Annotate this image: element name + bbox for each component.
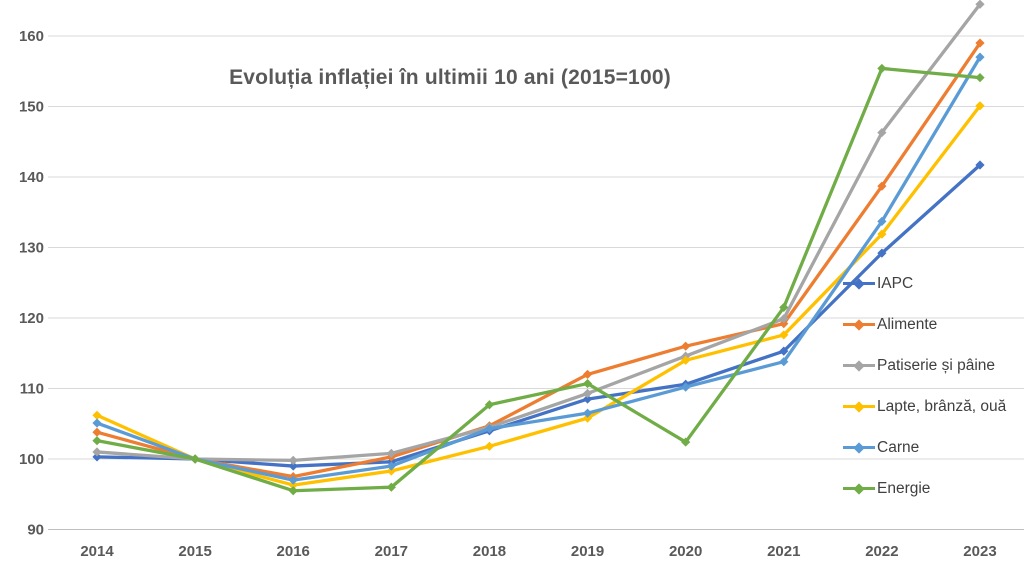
x-tick-label: 2023 <box>963 543 996 560</box>
x-tick-label: 2017 <box>375 543 408 560</box>
data-point-marker <box>92 418 102 428</box>
data-point-marker <box>779 302 789 313</box>
data-point-marker <box>975 0 985 9</box>
data-point-marker <box>92 427 102 437</box>
legend-swatch-patiserie <box>843 359 875 372</box>
series-line-iapc <box>95 163 982 468</box>
data-point-marker <box>288 455 298 466</box>
data-point-marker <box>975 38 985 48</box>
legend-label-lapte: Lapte, brânză, ouă <box>877 397 1007 415</box>
data-point-marker <box>288 486 298 496</box>
data-point-marker <box>190 454 200 464</box>
y-tick-label: 160 <box>19 28 44 45</box>
legend-swatch-lapte <box>843 400 875 413</box>
series-line-alimente <box>95 41 982 479</box>
x-tick-label: 2018 <box>473 543 506 560</box>
x-tick-label: 2016 <box>277 543 310 560</box>
data-point-marker <box>877 127 887 138</box>
legend-item-energie: Energie <box>843 468 1024 509</box>
x-tick-label: 2021 <box>767 543 800 560</box>
y-tick-label: 100 <box>19 451 44 468</box>
y-tick-label: 130 <box>19 240 44 257</box>
data-point-marker <box>779 330 789 340</box>
legend-label-carne: Carne <box>877 438 920 456</box>
y-tick-label: 90 <box>27 522 44 539</box>
data-point-marker <box>386 448 396 458</box>
data-point-marker <box>877 216 887 227</box>
legend-item-carne: Carne <box>843 427 1024 468</box>
data-point-marker <box>779 314 789 324</box>
x-tick-label: 2022 <box>865 543 898 560</box>
legend-label-alimente: Alimente <box>877 315 938 333</box>
data-point-marker <box>681 341 691 351</box>
data-point-marker <box>386 466 396 476</box>
legend-swatch-iapc <box>843 277 875 290</box>
legend: IAPC Alimente Patiserie și pâine Lapte, … <box>843 263 1024 509</box>
data-point-marker <box>681 437 691 447</box>
chart-title: Evoluția inflației în ultimii 10 ani (20… <box>229 66 671 89</box>
y-tick-label: 150 <box>19 99 44 116</box>
series-line-carne <box>95 55 982 482</box>
data-point-marker <box>877 181 887 191</box>
x-tick-label: 2020 <box>669 543 702 560</box>
data-point-marker <box>877 248 887 258</box>
data-point-marker <box>582 378 593 389</box>
data-point-marker <box>779 319 789 329</box>
data-point-marker <box>484 400 495 410</box>
x-axis-labels: 2014 2015 2016 2017 2018 2019 2020 2021 2022 2023 <box>80 543 996 560</box>
x-tick-label: 2015 <box>178 543 211 560</box>
legend-item-iapc: IAPC <box>843 263 1024 304</box>
data-point-marker <box>92 447 102 457</box>
legend-label-patiserie: Patiserie și pâine <box>877 356 996 374</box>
data-point-marker <box>288 475 298 485</box>
y-tick-label: 140 <box>19 169 44 186</box>
x-tick-label: 2019 <box>571 543 604 560</box>
series-lines <box>92 0 985 496</box>
legend-swatch-carne <box>843 441 875 454</box>
data-point-marker <box>582 413 593 423</box>
data-point-marker <box>877 63 887 74</box>
data-point-marker <box>877 229 887 239</box>
data-point-marker <box>975 72 985 83</box>
data-point-marker <box>582 408 593 418</box>
legend-label-iapc: IAPC <box>877 274 914 292</box>
legend-swatch-energie <box>843 482 875 495</box>
series-line-lapte-br-nz-ou- <box>95 104 982 487</box>
data-point-marker <box>975 160 985 170</box>
data-point-marker <box>681 382 691 392</box>
data-point-marker <box>386 461 396 471</box>
series-line-energie <box>95 66 982 493</box>
data-point-marker <box>779 346 789 356</box>
series-line-patiserie-i-p-ine <box>95 2 982 463</box>
data-point-marker <box>92 436 102 446</box>
legend-item-alimente: Alimente <box>843 304 1024 345</box>
data-point-marker <box>484 441 495 451</box>
legend-label-energie: Energie <box>877 479 931 497</box>
data-point-marker <box>975 101 985 111</box>
legend-item-patiserie: Patiserie și pâine <box>843 345 1024 386</box>
data-point-marker <box>582 369 593 379</box>
data-point-marker <box>386 482 396 492</box>
data-point-marker <box>288 461 298 471</box>
data-point-marker <box>582 394 593 404</box>
legend-item-lapte: Lapte, brânză, ouă <box>843 386 1024 427</box>
x-tick-label: 2014 <box>80 543 114 560</box>
data-point-marker <box>975 52 985 62</box>
data-point-marker <box>681 355 691 365</box>
y-axis-labels: 90 100 110 120 130 140 150 160 <box>19 28 44 539</box>
data-point-marker <box>288 480 298 490</box>
data-point-marker <box>582 388 593 399</box>
y-tick-label: 110 <box>20 381 44 398</box>
data-point-marker <box>92 452 102 462</box>
legend-swatch-alimente <box>843 318 875 331</box>
data-point-marker <box>779 357 789 367</box>
y-tick-label: 120 <box>19 310 44 327</box>
data-point-marker <box>484 424 495 434</box>
data-point-marker <box>92 410 102 420</box>
